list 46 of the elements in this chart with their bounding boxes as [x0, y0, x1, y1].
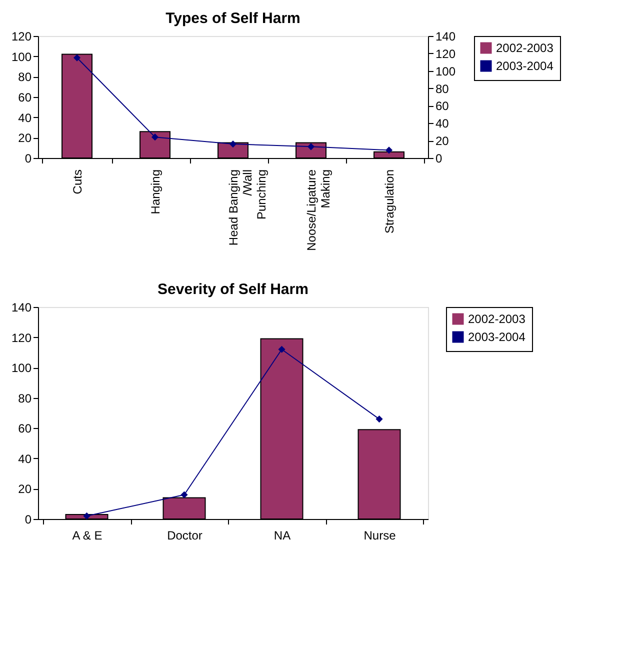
x-tick-label: Hanging: [148, 170, 162, 214]
point: [151, 134, 159, 141]
chart-title: Types of Self Harm: [166, 10, 300, 27]
x-tick-label: Nurse: [364, 528, 396, 542]
x-tick-label: NA: [274, 528, 291, 542]
y2-tick-label: 80: [436, 82, 450, 96]
y-tick-label: 60: [18, 422, 32, 436]
y-tick-label: 80: [18, 391, 32, 406]
point: [385, 146, 393, 154]
legend-label: 2003-2004: [468, 330, 526, 344]
y-tick-label: 140: [11, 300, 32, 314]
x-tick-label: A & E: [72, 528, 102, 542]
y-tick-label: 40: [18, 110, 32, 125]
y2-tick-label: 20: [436, 134, 450, 148]
legend-label: 2002-2003: [468, 312, 526, 326]
y2-tick-label: 120: [436, 46, 456, 61]
x-tick-label: Doctor: [167, 528, 202, 542]
y-tick-label: 120: [11, 330, 32, 345]
point: [278, 346, 286, 353]
y-tick-label: 100: [11, 50, 32, 64]
y-tick-label: 100: [11, 361, 32, 376]
y-tick-label: 60: [18, 90, 32, 104]
y-tick-label: 0: [24, 512, 32, 526]
point: [180, 491, 188, 498]
point: [73, 54, 81, 62]
y-tick-label: 80: [18, 70, 32, 84]
chart-title: Severity of Self Harm: [158, 281, 308, 298]
y-tick-label: 20: [18, 482, 32, 496]
y2-tick-label: 60: [436, 99, 450, 114]
x-tick-label: Noose/Ligature Making: [304, 169, 332, 251]
y-tick-label: 20: [18, 131, 32, 146]
point: [83, 512, 90, 520]
x-tick-label: Head Banging /Wall Punching: [226, 170, 268, 246]
legend-label: 2002-2003: [496, 41, 554, 55]
y-tick-label: 0: [24, 152, 32, 166]
legend-label: 2003-2004: [496, 59, 554, 73]
point: [229, 140, 237, 148]
y2-tick-label: 40: [436, 116, 450, 131]
y-tick-label: 120: [11, 30, 32, 44]
y2-tick-label: 140: [436, 30, 456, 44]
x-tick-label: Cuts: [70, 170, 84, 194]
y2-tick-label: 0: [436, 152, 442, 166]
y2-tick-label: 100: [436, 64, 456, 78]
point: [376, 416, 383, 423]
x-tick-label: Stragulation: [382, 170, 396, 234]
y-tick-label: 40: [18, 452, 32, 466]
